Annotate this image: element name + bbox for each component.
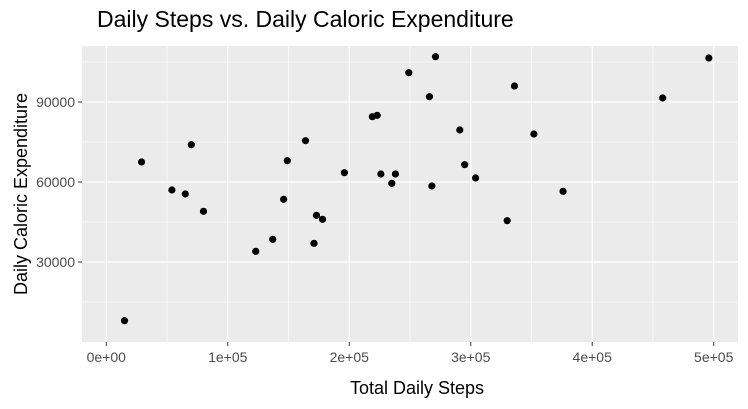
data-point — [377, 170, 385, 178]
data-points — [120, 53, 713, 325]
x-axis-ticks: 0e+00 1e+05 2e+05 3e+05 4e+05 5e+05 — [87, 342, 734, 365]
data-point — [456, 126, 464, 134]
x-tick-label: 0e+00 — [87, 349, 127, 365]
data-point — [137, 158, 146, 166]
data-point — [391, 170, 400, 178]
y-tick-label: 90000 — [36, 94, 75, 110]
x-tick-label: 1e+05 — [208, 349, 248, 365]
x-tick-label: 5e+05 — [694, 349, 734, 365]
x-axis-title: Total Daily Steps — [350, 378, 484, 398]
data-point — [187, 141, 195, 149]
data-point — [269, 235, 277, 243]
data-point — [530, 130, 538, 138]
data-point — [510, 82, 519, 90]
data-point — [659, 94, 667, 102]
grid-major — [82, 46, 738, 342]
data-point — [168, 186, 176, 194]
data-point — [181, 190, 189, 198]
y-tick-label: 30000 — [36, 254, 75, 270]
data-point — [252, 247, 260, 255]
data-point — [340, 169, 348, 177]
data-point — [705, 54, 713, 62]
data-point — [431, 53, 440, 61]
x-tick-label: 4e+05 — [573, 349, 613, 365]
y-axis-ticks: 30000 60000 90000 — [36, 94, 82, 270]
data-point — [559, 187, 567, 195]
data-point — [388, 179, 396, 187]
data-point — [283, 157, 291, 165]
data-point — [425, 93, 434, 101]
data-point — [461, 161, 469, 169]
data-point — [310, 239, 318, 247]
data-point — [428, 182, 436, 190]
x-tick-label: 3e+05 — [451, 349, 491, 365]
data-point — [405, 69, 413, 77]
data-point — [373, 111, 381, 119]
data-point — [312, 211, 321, 219]
data-point — [472, 174, 480, 182]
chart-title: Daily Steps vs. Daily Caloric Expenditur… — [97, 6, 514, 32]
data-point — [318, 215, 327, 223]
y-tick-label: 60000 — [36, 174, 75, 190]
data-point — [301, 137, 310, 145]
x-tick-label: 2e+05 — [330, 349, 370, 365]
data-point — [503, 217, 511, 225]
data-point — [199, 207, 208, 215]
data-point — [120, 317, 129, 325]
data-point — [280, 195, 288, 203]
y-axis-title: Daily Caloric Expenditure — [11, 93, 31, 295]
